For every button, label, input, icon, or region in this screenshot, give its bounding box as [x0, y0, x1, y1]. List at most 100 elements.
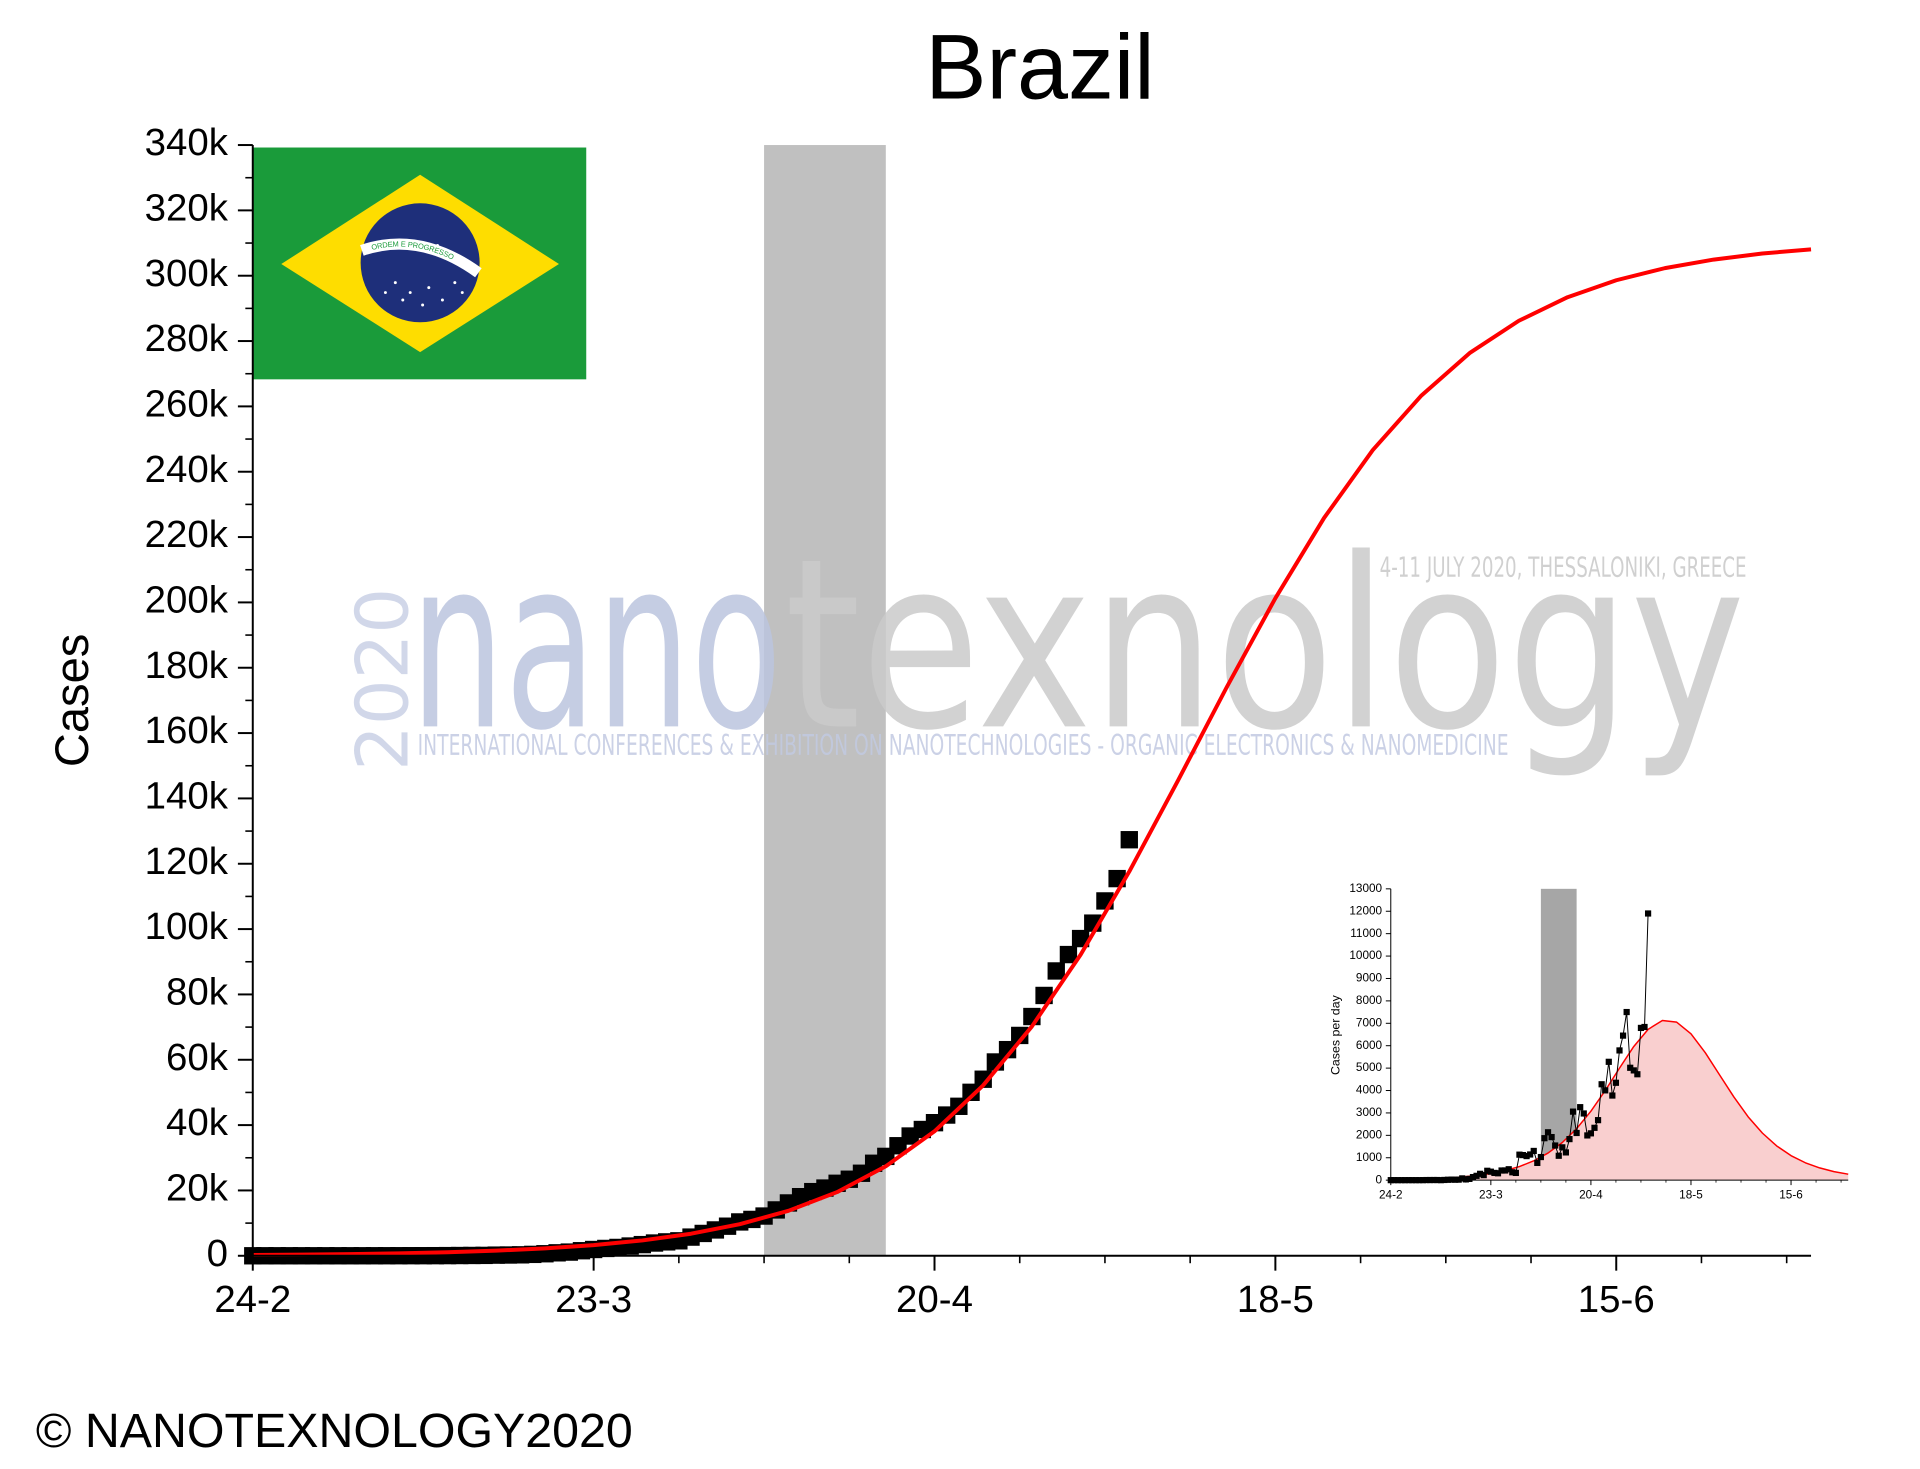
flag: ORDEM E PROGRESSO	[252, 147, 587, 380]
data-point	[962, 1083, 980, 1101]
y-tick-label: 0	[207, 1232, 228, 1275]
x-tick-label: 18-5	[1679, 1188, 1703, 1201]
data-point	[1577, 1104, 1584, 1111]
data-point	[1494, 1170, 1502, 1177]
y-tick-label: 7000	[1356, 1016, 1383, 1029]
y-tick-label: 13000	[1349, 882, 1382, 895]
y-tick-label: 40k	[166, 1101, 229, 1144]
data-point	[1566, 1136, 1573, 1143]
data-point	[1584, 1132, 1591, 1139]
x-tick-label: 18-5	[1237, 1278, 1314, 1321]
inset-y-axis-label: Cases per day	[1329, 994, 1343, 1075]
flag-stars	[383, 243, 464, 307]
watermark-brand: nano	[410, 507, 782, 782]
data-point	[1462, 1176, 1469, 1183]
data-point	[1555, 1152, 1562, 1159]
y-tick-label: 120k	[145, 840, 229, 883]
flag-band	[360, 238, 482, 278]
data-point	[1644, 910, 1652, 917]
y-tick-label: 8000	[1356, 994, 1383, 1007]
y-tick-label: 6000	[1356, 1039, 1383, 1052]
y-tick-label: 260k	[145, 383, 229, 426]
band-layer	[764, 145, 886, 1256]
chart-title: Brazil	[925, 17, 1154, 119]
watermark: 2020 nano texnology 4-11 JULY 2020, THES…	[340, 507, 1746, 782]
data-point	[1527, 1151, 1534, 1158]
y-tick-label: 12000	[1349, 904, 1382, 917]
data-point	[1587, 1130, 1595, 1137]
data-point	[1562, 1149, 1569, 1156]
data-point	[1544, 1129, 1552, 1136]
flag-globe	[360, 203, 480, 323]
data-point	[1594, 1117, 1602, 1124]
data-point	[998, 1040, 1017, 1059]
y-tick-label: 80k	[166, 971, 229, 1014]
data-point	[1534, 1159, 1541, 1167]
data-point	[1580, 1110, 1587, 1117]
y-tick-label: 20k	[166, 1167, 229, 1210]
data-point	[1573, 1129, 1580, 1137]
y-tick-label: 11000	[1350, 927, 1382, 940]
y-tick-label: 10000	[1349, 949, 1382, 962]
data-point	[1071, 929, 1090, 948]
data-point	[1637, 1024, 1645, 1032]
data-point	[1605, 1058, 1612, 1065]
data-point	[1059, 945, 1078, 964]
watermark-year: 2020	[340, 588, 424, 771]
main-plot: 0 20k 40k 60k 80k 100k 120k 140k 160k 180k 200k 220…	[145, 121, 1812, 1321]
data-point	[1541, 1135, 1548, 1142]
data-point	[1519, 1151, 1527, 1159]
shaded-period	[764, 145, 886, 1256]
data-point	[1627, 1064, 1634, 1071]
x-tick-label: 23-3	[1479, 1188, 1503, 1201]
copyright: © NANOTEXNOLOGY2020	[36, 1404, 633, 1458]
y-tick-label: 300k	[145, 252, 229, 295]
data-point	[1480, 1172, 1487, 1179]
data-point	[1512, 1169, 1519, 1177]
y-tick-label: 100k	[145, 905, 229, 948]
data-point	[1484, 1167, 1491, 1174]
data-point	[1591, 1124, 1598, 1131]
x-tick-label: 24-2	[1379, 1188, 1403, 1201]
x-tick-label: 15-6	[1578, 1278, 1655, 1321]
y-tick-label: 200k	[145, 579, 229, 622]
y-tick-label: 280k	[145, 317, 229, 360]
x-tick-label: 15-6	[1779, 1188, 1803, 1201]
y-tick-label: 340k	[145, 121, 229, 164]
data-point	[1619, 1032, 1627, 1039]
data-point	[1469, 1173, 1477, 1181]
y-tick-label: 320k	[145, 187, 229, 230]
data-point	[1120, 831, 1138, 849]
data-point	[1552, 1142, 1559, 1149]
inset-data-layer: 0 1000 2000 3000 4000 5000 6000 7000 8000 9000 100…	[1349, 882, 1849, 1201]
y-tick-label: 60k	[166, 1036, 229, 1079]
data-point	[1491, 1169, 1498, 1177]
data-point	[1630, 1067, 1637, 1074]
watermark-dates: 4-11 JULY 2020, THESSALONIKI, GREECE	[1380, 552, 1747, 583]
data-point	[1498, 1167, 1505, 1174]
x-tick-label: 24-2	[214, 1278, 291, 1321]
data-point	[1466, 1175, 1473, 1182]
y-axis-label: Cases	[45, 634, 98, 767]
y-tick-label: 180k	[145, 644, 229, 687]
data-point	[1641, 1023, 1648, 1031]
watermark-tagline: INTERNATIONAL CONFERENCES & EXHIBITION O…	[418, 729, 1509, 762]
data-point	[1516, 1151, 1523, 1158]
data-point	[1530, 1147, 1537, 1155]
y-tick-label: 220k	[145, 513, 229, 556]
data-point	[1559, 1144, 1566, 1151]
data-point	[1487, 1168, 1494, 1175]
data-point	[1448, 1176, 1455, 1183]
fit-area	[1390, 1020, 1849, 1181]
data-point	[1509, 1169, 1516, 1176]
x-tick-label: 20-4	[1579, 1188, 1603, 1201]
data-point	[1612, 1079, 1620, 1086]
y-tick-label: 140k	[145, 775, 229, 818]
data-point	[1634, 1071, 1641, 1078]
y-tick-label: 2000	[1356, 1128, 1383, 1141]
inset-plot: 0 1000 2000 3000 4000 5000 6000 7000 8000 9000 100…	[1349, 882, 1849, 1201]
data-point	[1609, 1092, 1616, 1099]
data-point	[1616, 1047, 1623, 1054]
